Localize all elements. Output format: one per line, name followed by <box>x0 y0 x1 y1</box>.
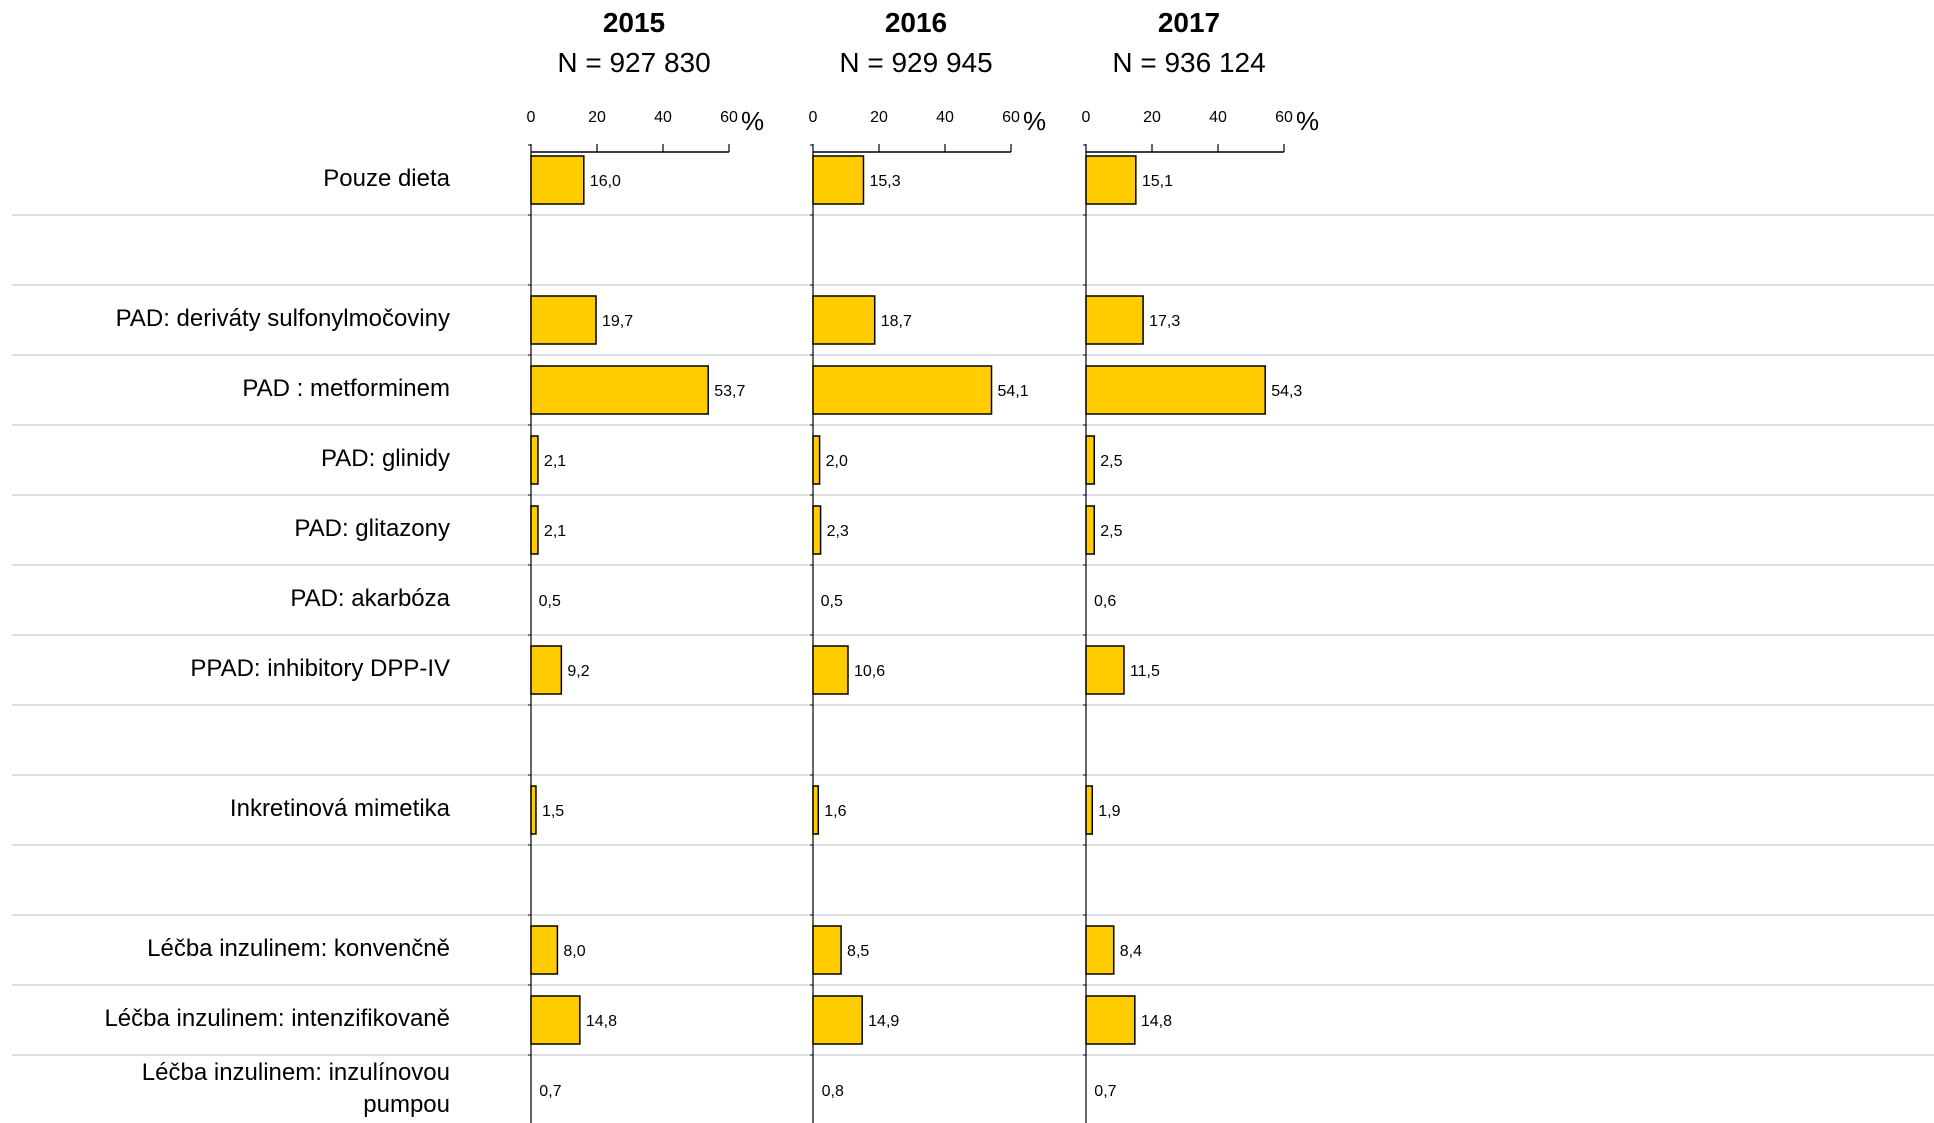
bar <box>530 925 559 975</box>
data-label: 8,5 <box>847 943 869 960</box>
data-label: 2,5 <box>1100 523 1122 540</box>
data-label: 15,3 <box>869 173 900 190</box>
bar <box>1085 295 1144 345</box>
x-tick-label: 20 <box>1143 109 1161 126</box>
data-label: 0,5 <box>821 593 843 610</box>
bar <box>530 365 709 415</box>
bar <box>530 435 539 485</box>
x-tick-label: 60 <box>1275 109 1293 126</box>
data-label: 0,6 <box>1094 593 1116 610</box>
category-label: PAD: deriváty sulfonylmočoviny <box>116 305 450 332</box>
panel-n-label: N = 936 124 <box>1112 47 1265 78</box>
data-label: 11,5 <box>1130 663 1160 680</box>
bar <box>1085 785 1094 835</box>
panel-year-title: 2015 <box>603 7 665 38</box>
data-label: 15,1 <box>1142 173 1173 190</box>
bar <box>1085 365 1266 415</box>
data-label: 2,5 <box>1100 453 1122 470</box>
x-tick-label: 20 <box>588 109 606 126</box>
data-label: 2,0 <box>826 453 848 470</box>
data-label: 8,4 <box>1120 943 1142 960</box>
bar <box>812 785 820 835</box>
bar <box>530 785 537 835</box>
data-label: 17,3 <box>1149 313 1180 330</box>
bar <box>530 295 597 345</box>
bar <box>812 435 821 485</box>
category-label: PPAD: inhibitory DPP-IV <box>190 655 450 682</box>
data-label: 9,2 <box>567 663 589 680</box>
x-tick-label: 60 <box>720 109 738 126</box>
data-label: 54,1 <box>998 383 1029 400</box>
data-label: 14,8 <box>1141 1013 1172 1030</box>
category-label: Inkretinová mimetika <box>230 795 451 822</box>
x-tick-label: 0 <box>1082 109 1091 126</box>
unit-label: % <box>1023 106 1046 136</box>
panel-n-label: N = 929 945 <box>839 47 992 78</box>
data-label: 8,0 <box>563 943 585 960</box>
data-label: 19,7 <box>602 313 633 330</box>
category-label: Léčba inzulinem: intenzifikovaně <box>104 1005 450 1032</box>
data-label: 0,5 <box>539 593 561 610</box>
data-label: 0,7 <box>539 1083 561 1100</box>
x-tick-label: 40 <box>1209 109 1227 126</box>
bar <box>530 995 581 1045</box>
panel-year-title: 2017 <box>1158 7 1220 38</box>
bar <box>812 295 876 345</box>
bar <box>812 995 863 1045</box>
data-label: 53,7 <box>714 383 745 400</box>
data-label: 14,8 <box>586 1013 617 1030</box>
data-label: 1,9 <box>1098 803 1120 820</box>
bar <box>812 505 822 555</box>
bar <box>1085 925 1115 975</box>
x-tick-label: 0 <box>527 109 536 126</box>
data-label: 2,1 <box>544 523 566 540</box>
data-label: 16,0 <box>590 173 621 190</box>
bar <box>812 155 865 205</box>
category-label: PAD : metforminem <box>242 375 450 402</box>
bar <box>1085 645 1125 695</box>
data-label: 2,3 <box>827 523 849 540</box>
panel-n-label: N = 927 830 <box>557 47 710 78</box>
data-label: 0,7 <box>1094 1083 1116 1100</box>
bar <box>812 365 993 415</box>
data-label: 1,5 <box>542 803 564 820</box>
category-label: PAD: glitazony <box>294 515 450 542</box>
x-tick-label: 20 <box>870 109 888 126</box>
category-label: Pouze dieta <box>323 165 450 192</box>
bar <box>530 645 563 695</box>
data-label: 0,8 <box>822 1083 844 1100</box>
panel-year-title: 2016 <box>885 7 947 38</box>
data-label: 1,6 <box>824 803 846 820</box>
bar <box>1085 155 1137 205</box>
bar <box>530 505 539 555</box>
category-label: Léčba inzulinem: konvenčně <box>147 935 450 962</box>
unit-label: % <box>1296 106 1319 136</box>
bar <box>1085 505 1095 555</box>
x-tick-label: 40 <box>936 109 954 126</box>
data-label: 54,3 <box>1271 383 1302 400</box>
category-label: Léčba inzulinem: inzulínovou pumpou <box>142 1059 450 1118</box>
bar <box>1085 995 1136 1045</box>
data-label: 2,1 <box>544 453 566 470</box>
bar <box>530 155 585 205</box>
data-label: 14,9 <box>868 1013 899 1030</box>
category-label: PAD: glinidy <box>321 445 450 472</box>
category-label: PAD: akarbóza <box>290 585 450 612</box>
x-tick-label: 0 <box>809 109 818 126</box>
bar <box>812 645 849 695</box>
unit-label: % <box>741 106 764 136</box>
x-tick-label: 60 <box>1002 109 1020 126</box>
data-label: 10,6 <box>854 663 885 680</box>
data-label: 18,7 <box>881 313 912 330</box>
x-tick-label: 40 <box>654 109 672 126</box>
bar <box>812 925 842 975</box>
bar <box>1085 435 1095 485</box>
